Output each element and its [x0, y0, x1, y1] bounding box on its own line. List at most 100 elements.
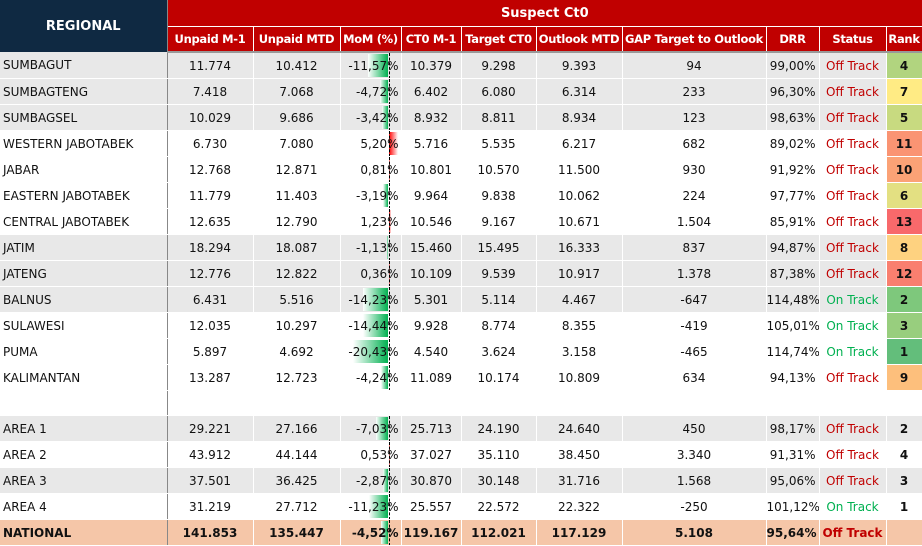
column-header-status: Status: [819, 26, 887, 53]
region-name: CENTRAL JABOTABEK: [0, 208, 168, 235]
gap-target-outlook-cell: 450: [622, 415, 767, 442]
mom-data-bar: [363, 288, 389, 311]
mom-value: -7,03%: [356, 421, 399, 436]
mom-value: -14,23%: [348, 292, 399, 307]
status-cell: Off Track: [819, 234, 887, 261]
ct0-m1-cell: 10.546: [401, 208, 462, 235]
mom-zero-axis: [388, 442, 390, 467]
ct0-m1-cell: 25.713: [401, 415, 462, 442]
status-cell: Off Track: [819, 130, 887, 157]
region-row: JATENG 12.776 12.822 0,36% 10.109 9.539 10.917…: [0, 260, 922, 287]
mom-value: 0,36%: [360, 266, 399, 281]
gap-target-outlook-cell: 682: [622, 130, 767, 157]
region-row: SUMBAGUT 11.774 10.412 -11,57% 10.379 9.298 9.…: [0, 52, 922, 79]
drr-cell: 94,87%: [766, 234, 820, 261]
region-row: SUMBAGTENG 7.418 7.068 -4,72% 6.402 6.080 6.31…: [0, 78, 922, 105]
rank-cell: 9: [886, 364, 922, 391]
mom-pct-cell: 5,20%: [340, 130, 402, 157]
mom-value: 0,81%: [360, 162, 399, 177]
mom-data-bar: [368, 495, 389, 518]
ct0-m1-cell: 119.167: [401, 519, 462, 546]
region-name: JATIM: [0, 234, 168, 261]
mom-value: -2,87%: [356, 473, 399, 488]
column-header-outlook-mtd: Outlook MTD: [536, 26, 623, 53]
region-name: SUMBAGUT: [0, 52, 168, 79]
unpaid-m1-cell: 11.774: [167, 52, 254, 79]
unpaid-mtd-cell: 7.080: [253, 130, 341, 157]
rank-cell: 2: [886, 286, 922, 313]
region-row: BALNUS 6.431 5.516 -14,23% 5.301 5.114 4.467 -6…: [0, 286, 922, 313]
outlook-mtd-cell: 8.934: [536, 104, 623, 131]
column-header-target-ct0: Target CT0: [461, 26, 537, 53]
area-row: AREA 2 43.912 44.144 0,53% 37.027 35.110 38.45…: [0, 441, 922, 468]
mom-pct-cell: 1,23%: [340, 208, 402, 235]
drr-cell: 96,30%: [766, 78, 820, 105]
unpaid-mtd-cell: 7.068: [253, 78, 341, 105]
unpaid-mtd-cell: 27.712: [253, 493, 341, 520]
target-ct0-cell: 5.114: [461, 286, 537, 313]
gap-target-outlook-cell: 3.340: [622, 441, 767, 468]
outlook-mtd-cell: 24.640: [536, 415, 623, 442]
region-name: AREA 3: [0, 467, 168, 494]
outlook-mtd-cell: 10.809: [536, 364, 623, 391]
target-ct0-cell: 9.167: [461, 208, 537, 235]
mom-zero-axis: [388, 287, 390, 312]
drr-cell: 99,00%: [766, 52, 820, 79]
mom-pct-cell: -20,43%: [340, 338, 402, 365]
unpaid-mtd-cell: 135.447: [253, 519, 341, 546]
unpaid-mtd-cell: 27.166: [253, 415, 341, 442]
unpaid-m1-cell: 141.853: [167, 519, 254, 546]
mom-zero-axis: [388, 494, 390, 519]
spacer-cell: [819, 390, 886, 416]
mom-zero-axis: [388, 53, 390, 78]
column-header-ct0-m1: CT0 M-1: [401, 26, 462, 53]
spacer-cell: [536, 390, 622, 416]
column-header-unpaid-m1: Unpaid M-1: [167, 26, 254, 53]
unpaid-mtd-cell: 12.871: [253, 156, 341, 183]
rank-cell: 11: [886, 130, 922, 157]
mom-value: 5,20%: [360, 136, 399, 151]
outlook-mtd-cell: 8.355: [536, 312, 623, 339]
region-name: SUMBAGSEL: [0, 104, 168, 131]
unpaid-mtd-cell: 5.516: [253, 286, 341, 313]
column-header-gap-target-outlook: GAP Target to Outlook: [622, 26, 767, 53]
column-header-unpaid-mtd: Unpaid MTD: [253, 26, 341, 53]
mom-data-bar: [382, 184, 389, 207]
unpaid-m1-cell: 43.912: [167, 441, 254, 468]
mom-zero-axis: [388, 365, 390, 390]
target-ct0-cell: 9.298: [461, 52, 537, 79]
drr-cell: 91,92%: [766, 156, 820, 183]
status-cell: On Track: [819, 493, 887, 520]
region-row: SUMBAGSEL 10.029 9.686 -3,42% 8.932 8.811 8.93…: [0, 104, 922, 131]
unpaid-m1-cell: 12.035: [167, 312, 254, 339]
unpaid-m1-cell: 7.418: [167, 78, 254, 105]
mom-pct-cell: -4,72%: [340, 78, 402, 105]
gap-target-outlook-cell: 930: [622, 156, 767, 183]
ct0-m1-cell: 6.402: [401, 78, 462, 105]
mom-data-bar: [376, 417, 389, 440]
ct0-m1-cell: 4.540: [401, 338, 462, 365]
region-name: BALNUS: [0, 286, 168, 313]
target-ct0-cell: 6.080: [461, 78, 537, 105]
unpaid-m1-cell: 18.294: [167, 234, 254, 261]
target-ct0-cell: 24.190: [461, 415, 537, 442]
outlook-mtd-cell: 6.217: [536, 130, 623, 157]
drr-cell: 95,06%: [766, 467, 820, 494]
unpaid-m1-cell: 37.501: [167, 467, 254, 494]
suspect-ct0-group-header: Suspect Ct0: [167, 0, 922, 27]
drr-cell: 98,63%: [766, 104, 820, 131]
mom-zero-axis: [388, 131, 390, 156]
rank-cell: 8: [886, 234, 922, 261]
outlook-mtd-cell: 9.393: [536, 52, 623, 79]
status-cell: Off Track: [819, 364, 887, 391]
region-name: AREA 4: [0, 493, 168, 520]
rank-cell: [886, 519, 922, 546]
mom-zero-axis: [388, 79, 390, 104]
mom-data-bar: [382, 106, 389, 129]
mom-data-bar: [363, 314, 389, 337]
column-header-drr: DRR: [766, 26, 820, 53]
unpaid-mtd-cell: 10.412: [253, 52, 341, 79]
status-cell: Off Track: [819, 441, 887, 468]
unpaid-m1-cell: 5.897: [167, 338, 254, 365]
unpaid-m1-cell: 12.635: [167, 208, 254, 235]
